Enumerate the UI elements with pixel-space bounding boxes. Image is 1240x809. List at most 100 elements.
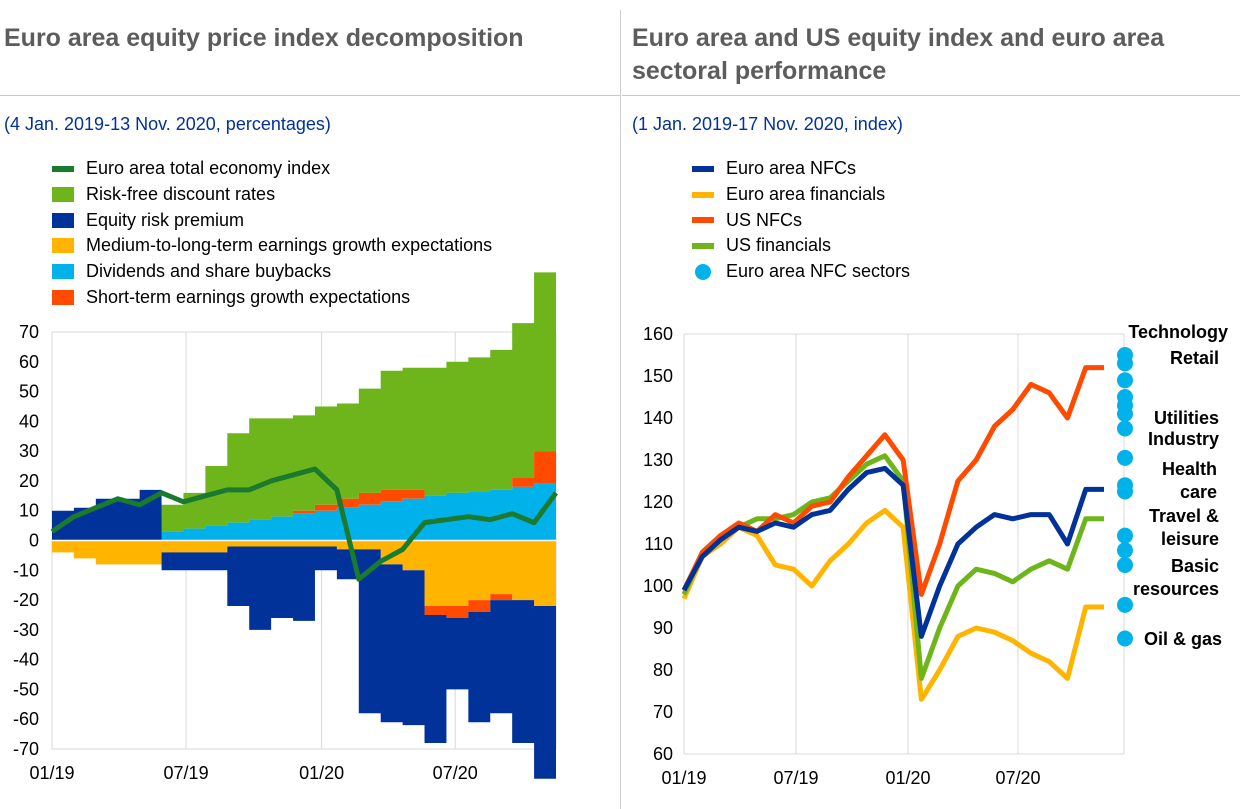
- legend-label: Euro area NFC sectors: [726, 261, 911, 282]
- sector-label-travel-leisure: leisure: [1161, 529, 1219, 549]
- legend-label: Short-term earnings growth expectations: [86, 286, 411, 307]
- legend-item-us-nfcs: US NFCs: [692, 207, 910, 233]
- y-tick-label: 130: [643, 450, 673, 470]
- legend-item-euro-area-total-economy-index: Euro area total economy index: [52, 156, 492, 182]
- right-chart-subtitle: (1 Jan. 2019-17 Nov. 2020, index): [632, 114, 903, 134]
- line-us-financials: [681, 453, 1104, 681]
- legend-swatch: [52, 238, 74, 254]
- y-tick-label: -60: [13, 709, 39, 729]
- sector-label-travel-leisure: Travel &: [1149, 506, 1219, 526]
- legend-item-dividends-and-share-buybacks: Dividends and share buybacks: [52, 259, 492, 285]
- legend-swatch: [692, 191, 714, 198]
- area-equity-risk-premium-positive: [52, 489, 556, 541]
- legend-label: Euro area total economy index: [86, 158, 331, 179]
- line-euro-area-nfcs: [681, 465, 1104, 639]
- x-tick-label: 01/19: [29, 763, 74, 783]
- sector-label-utilities: Utilities: [1154, 408, 1219, 428]
- legend-item-us-financials: US financials: [692, 233, 910, 259]
- y-tick-label: 140: [643, 408, 673, 428]
- left-chart-svg: 01/19 07/19 01/20 07/20 70 60 50 40 30 20 10 0 -10 -2…: [13, 229, 559, 783]
- x-tick-label: 01/20: [885, 768, 930, 788]
- y-tick-label: -20: [13, 590, 39, 610]
- sector-dot-consumer: [1117, 372, 1133, 389]
- legend-swatch: [52, 289, 74, 305]
- sector-dot-health-care: [1117, 449, 1133, 466]
- y-tick-label: 160: [643, 324, 673, 344]
- area-equity-risk-premium: [52, 546, 556, 779]
- line-us-nfcs: [681, 365, 1104, 597]
- y-tick-label: 60: [653, 744, 673, 764]
- legend-label: Risk-free discount rates: [86, 184, 276, 205]
- y-tick-label: 70: [19, 322, 39, 342]
- x-tick-label: 07/19: [773, 768, 818, 788]
- y-tick-label: 80: [653, 660, 673, 680]
- x-tick-label: 01/19: [661, 768, 706, 788]
- legend-swatch: [52, 187, 74, 203]
- sector-label-basic-resources: resources: [1133, 579, 1219, 599]
- legend-item-euro-area-nfcs: Euro area NFCs: [692, 156, 910, 182]
- sector-dot-oil-gas: [1117, 630, 1133, 647]
- y-tick-label: 30: [19, 441, 39, 461]
- legend-item-risk-free-discount-rates: Risk-free discount rates: [52, 182, 492, 208]
- y-tick-label: 0: [29, 531, 39, 551]
- legend-swatch: [692, 165, 714, 172]
- line-euro-area-total-economy-index: [50, 466, 559, 582]
- x-tick-label: 07/20: [995, 768, 1040, 788]
- left-chart-title: Euro area equity price index decompositi…: [4, 24, 524, 52]
- sector-dot-s6: [1117, 405, 1133, 422]
- left-chart-panel: Euro area equity price index decompositi…: [0, 24, 620, 783]
- sector-dot-retail: [1117, 355, 1133, 372]
- sector-label-oil-gas: Oil & gas: [1144, 629, 1222, 649]
- legend-swatch: [52, 264, 74, 280]
- legend-label: US NFCs: [726, 209, 802, 230]
- legend-label: US financials: [726, 235, 832, 256]
- sector-dot-s10: [1117, 483, 1133, 500]
- area-risk-free-discount-rates: [52, 229, 556, 541]
- right-chart-svg: 01/19 07/19 01/20 07/20 160 150 140 130 120 110 10…: [643, 322, 1228, 788]
- legend-swatch: [692, 217, 714, 224]
- legend-label: Equity risk premium: [86, 209, 245, 230]
- x-tick-label: 01/20: [299, 763, 344, 783]
- right-title-rule: [622, 95, 1240, 96]
- y-tick-label: 150: [643, 366, 673, 386]
- y-tick-label: -10: [13, 560, 39, 580]
- y-tick-label: 10: [19, 501, 39, 521]
- legend-label: Dividends and share buybacks: [86, 261, 332, 282]
- sector-dot-basic-resources: [1117, 557, 1133, 573]
- y-tick-label: 70: [653, 702, 673, 722]
- sector-label-industry: Industry: [1148, 429, 1219, 449]
- sector-dot-s12: [1117, 542, 1133, 559]
- legend-item-euro-area-nfc-sectors: Euro area NFC sectors: [692, 259, 910, 285]
- left-title-rule: [0, 95, 620, 96]
- sector-dot-travel-leisure: [1117, 527, 1133, 544]
- y-tick-label: 20: [19, 471, 39, 491]
- left-legend: Euro area total economy index Risk-free d…: [52, 156, 492, 310]
- y-tick-label: 90: [653, 618, 673, 638]
- sector-label-basic-resources: Basic: [1171, 556, 1219, 576]
- right-legend: Euro area NFCs Euro area financials US NFC…: [692, 156, 910, 284]
- y-tick-label: -30: [13, 620, 39, 640]
- legend-label: Euro area financials: [726, 184, 886, 205]
- area-dividends-and-share-buybacks: [52, 482, 556, 541]
- x-tick-label: 07/19: [164, 763, 209, 783]
- sector-dot-industry: [1117, 420, 1133, 437]
- x-tick-label: 07/20: [433, 763, 478, 783]
- right-chart-title: Euro area and US equity index and euro a…: [632, 24, 1165, 85]
- panel-divider: [620, 10, 621, 809]
- legend-swatch: [695, 263, 711, 280]
- sector-label-retail: Retail: [1170, 348, 1219, 368]
- y-tick-label: -40: [13, 650, 39, 670]
- line-euro-area-financials: [681, 507, 1104, 702]
- legend-item-short-term-earnings-growth-expectations: Short-term earnings growth expectations: [52, 284, 492, 310]
- legend-label: Euro area NFCs: [726, 158, 857, 179]
- legend-label: Medium-to-long-term earnings growth expe…: [86, 235, 493, 256]
- legend-swatch: [692, 242, 714, 249]
- area-medium-to-long-term-earnings-growth-expectations: [52, 540, 556, 607]
- left-chart-subtitle: (4 Jan. 2019-13 Nov. 2020, percentages): [4, 114, 331, 134]
- legend-item-equity-risk-premium: Equity risk premium: [52, 207, 492, 233]
- legend-swatch: [52, 165, 74, 172]
- sector-dot-s14: [1117, 596, 1133, 613]
- legend-swatch: [52, 212, 74, 228]
- sector-label-health-care: care: [1180, 482, 1217, 502]
- y-tick-label: -70: [13, 739, 39, 759]
